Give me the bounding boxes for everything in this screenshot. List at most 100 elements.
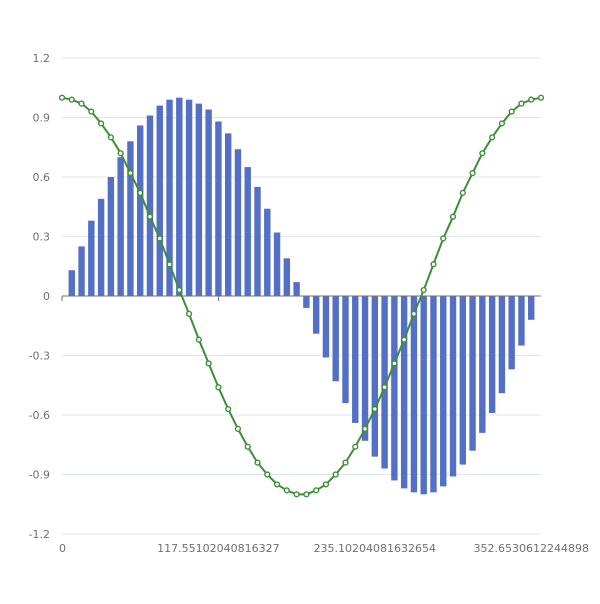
line-point	[146, 213, 154, 220]
bar	[88, 220, 95, 296]
bar	[303, 296, 310, 308]
line-point	[68, 96, 75, 103]
bar	[156, 105, 163, 296]
line-point	[244, 443, 251, 450]
line-point	[352, 443, 359, 450]
line-point	[498, 120, 505, 127]
y-tick-label: -0.9	[29, 469, 50, 482]
bar	[322, 296, 330, 358]
bar	[137, 125, 144, 296]
x-tick-label: 235.10204081632654	[314, 542, 436, 555]
bar	[166, 99, 173, 297]
bar	[430, 296, 437, 493]
bar	[117, 157, 124, 296]
line-point	[156, 235, 163, 242]
bar	[293, 282, 300, 296]
line-point	[185, 310, 193, 317]
bar	[244, 167, 251, 296]
bar	[234, 149, 242, 296]
line-point	[518, 100, 525, 107]
line-point	[381, 384, 388, 391]
bar	[127, 141, 134, 296]
bar	[361, 296, 369, 441]
line-point	[98, 120, 105, 127]
line-point	[293, 491, 300, 498]
bar	[273, 232, 281, 296]
line-point	[322, 481, 330, 488]
line-point	[401, 336, 408, 343]
line-point	[254, 459, 261, 466]
line-point	[234, 425, 242, 432]
bar	[195, 103, 203, 296]
line-series	[61, 96, 542, 496]
line-point	[459, 189, 466, 196]
bar	[205, 109, 212, 296]
bar	[332, 296, 339, 382]
line-point	[283, 487, 290, 494]
bar	[488, 296, 496, 414]
line-point	[205, 360, 212, 367]
line-point	[342, 459, 349, 466]
bar	[469, 296, 476, 451]
line-point	[127, 169, 134, 177]
line-point	[479, 150, 486, 157]
line-point	[137, 189, 144, 196]
y-tick-label: -0.6	[29, 409, 50, 422]
line-point	[195, 336, 202, 343]
line-point	[166, 261, 173, 268]
line-point	[215, 384, 222, 391]
line-point	[176, 286, 183, 294]
line-point	[430, 261, 437, 268]
bar	[381, 296, 388, 469]
bar	[518, 296, 525, 346]
bar	[107, 177, 115, 296]
bar	[283, 258, 291, 296]
line-point	[332, 471, 339, 478]
bar	[224, 133, 232, 296]
bar	[264, 208, 271, 296]
x-tick-label: 117.55102040816327	[157, 542, 279, 555]
y-tick-label: 0.3	[33, 231, 51, 244]
bar	[146, 115, 154, 297]
x-tick-label: 0	[59, 542, 66, 555]
bar	[449, 296, 457, 477]
bar	[254, 186, 261, 296]
line-point	[361, 425, 369, 432]
line-point	[410, 310, 418, 317]
line-point	[107, 134, 114, 141]
line-point	[78, 100, 85, 107]
line-point	[391, 360, 398, 367]
bar	[410, 296, 418, 493]
y-tick-label: -0.3	[29, 350, 50, 363]
y-tick-label: 0	[43, 290, 50, 303]
line-point	[273, 481, 281, 488]
line-point	[449, 213, 457, 220]
bar	[352, 296, 359, 423]
line-point	[225, 405, 232, 413]
y-tick-label: 1.2	[33, 52, 51, 65]
line-point	[313, 487, 320, 494]
bar	[498, 296, 506, 394]
line-point	[420, 286, 427, 294]
bar	[508, 296, 515, 370]
line-point	[117, 150, 124, 157]
line-point	[264, 471, 271, 478]
y-tick-label: 0.9	[33, 112, 51, 125]
line-point	[528, 96, 535, 103]
bar	[391, 296, 398, 481]
line-point	[508, 108, 515, 115]
y-tick-label: -1.2	[29, 528, 50, 541]
bar	[68, 270, 75, 296]
bar	[459, 296, 466, 465]
line-point	[469, 169, 476, 177]
line-point	[303, 491, 310, 498]
bar	[78, 246, 85, 296]
bar	[371, 296, 379, 457]
bar	[528, 296, 535, 320]
bar	[342, 296, 349, 404]
bar	[479, 296, 486, 433]
bar	[400, 296, 408, 489]
bar	[312, 296, 320, 334]
bar	[215, 121, 222, 296]
bar	[97, 198, 105, 296]
